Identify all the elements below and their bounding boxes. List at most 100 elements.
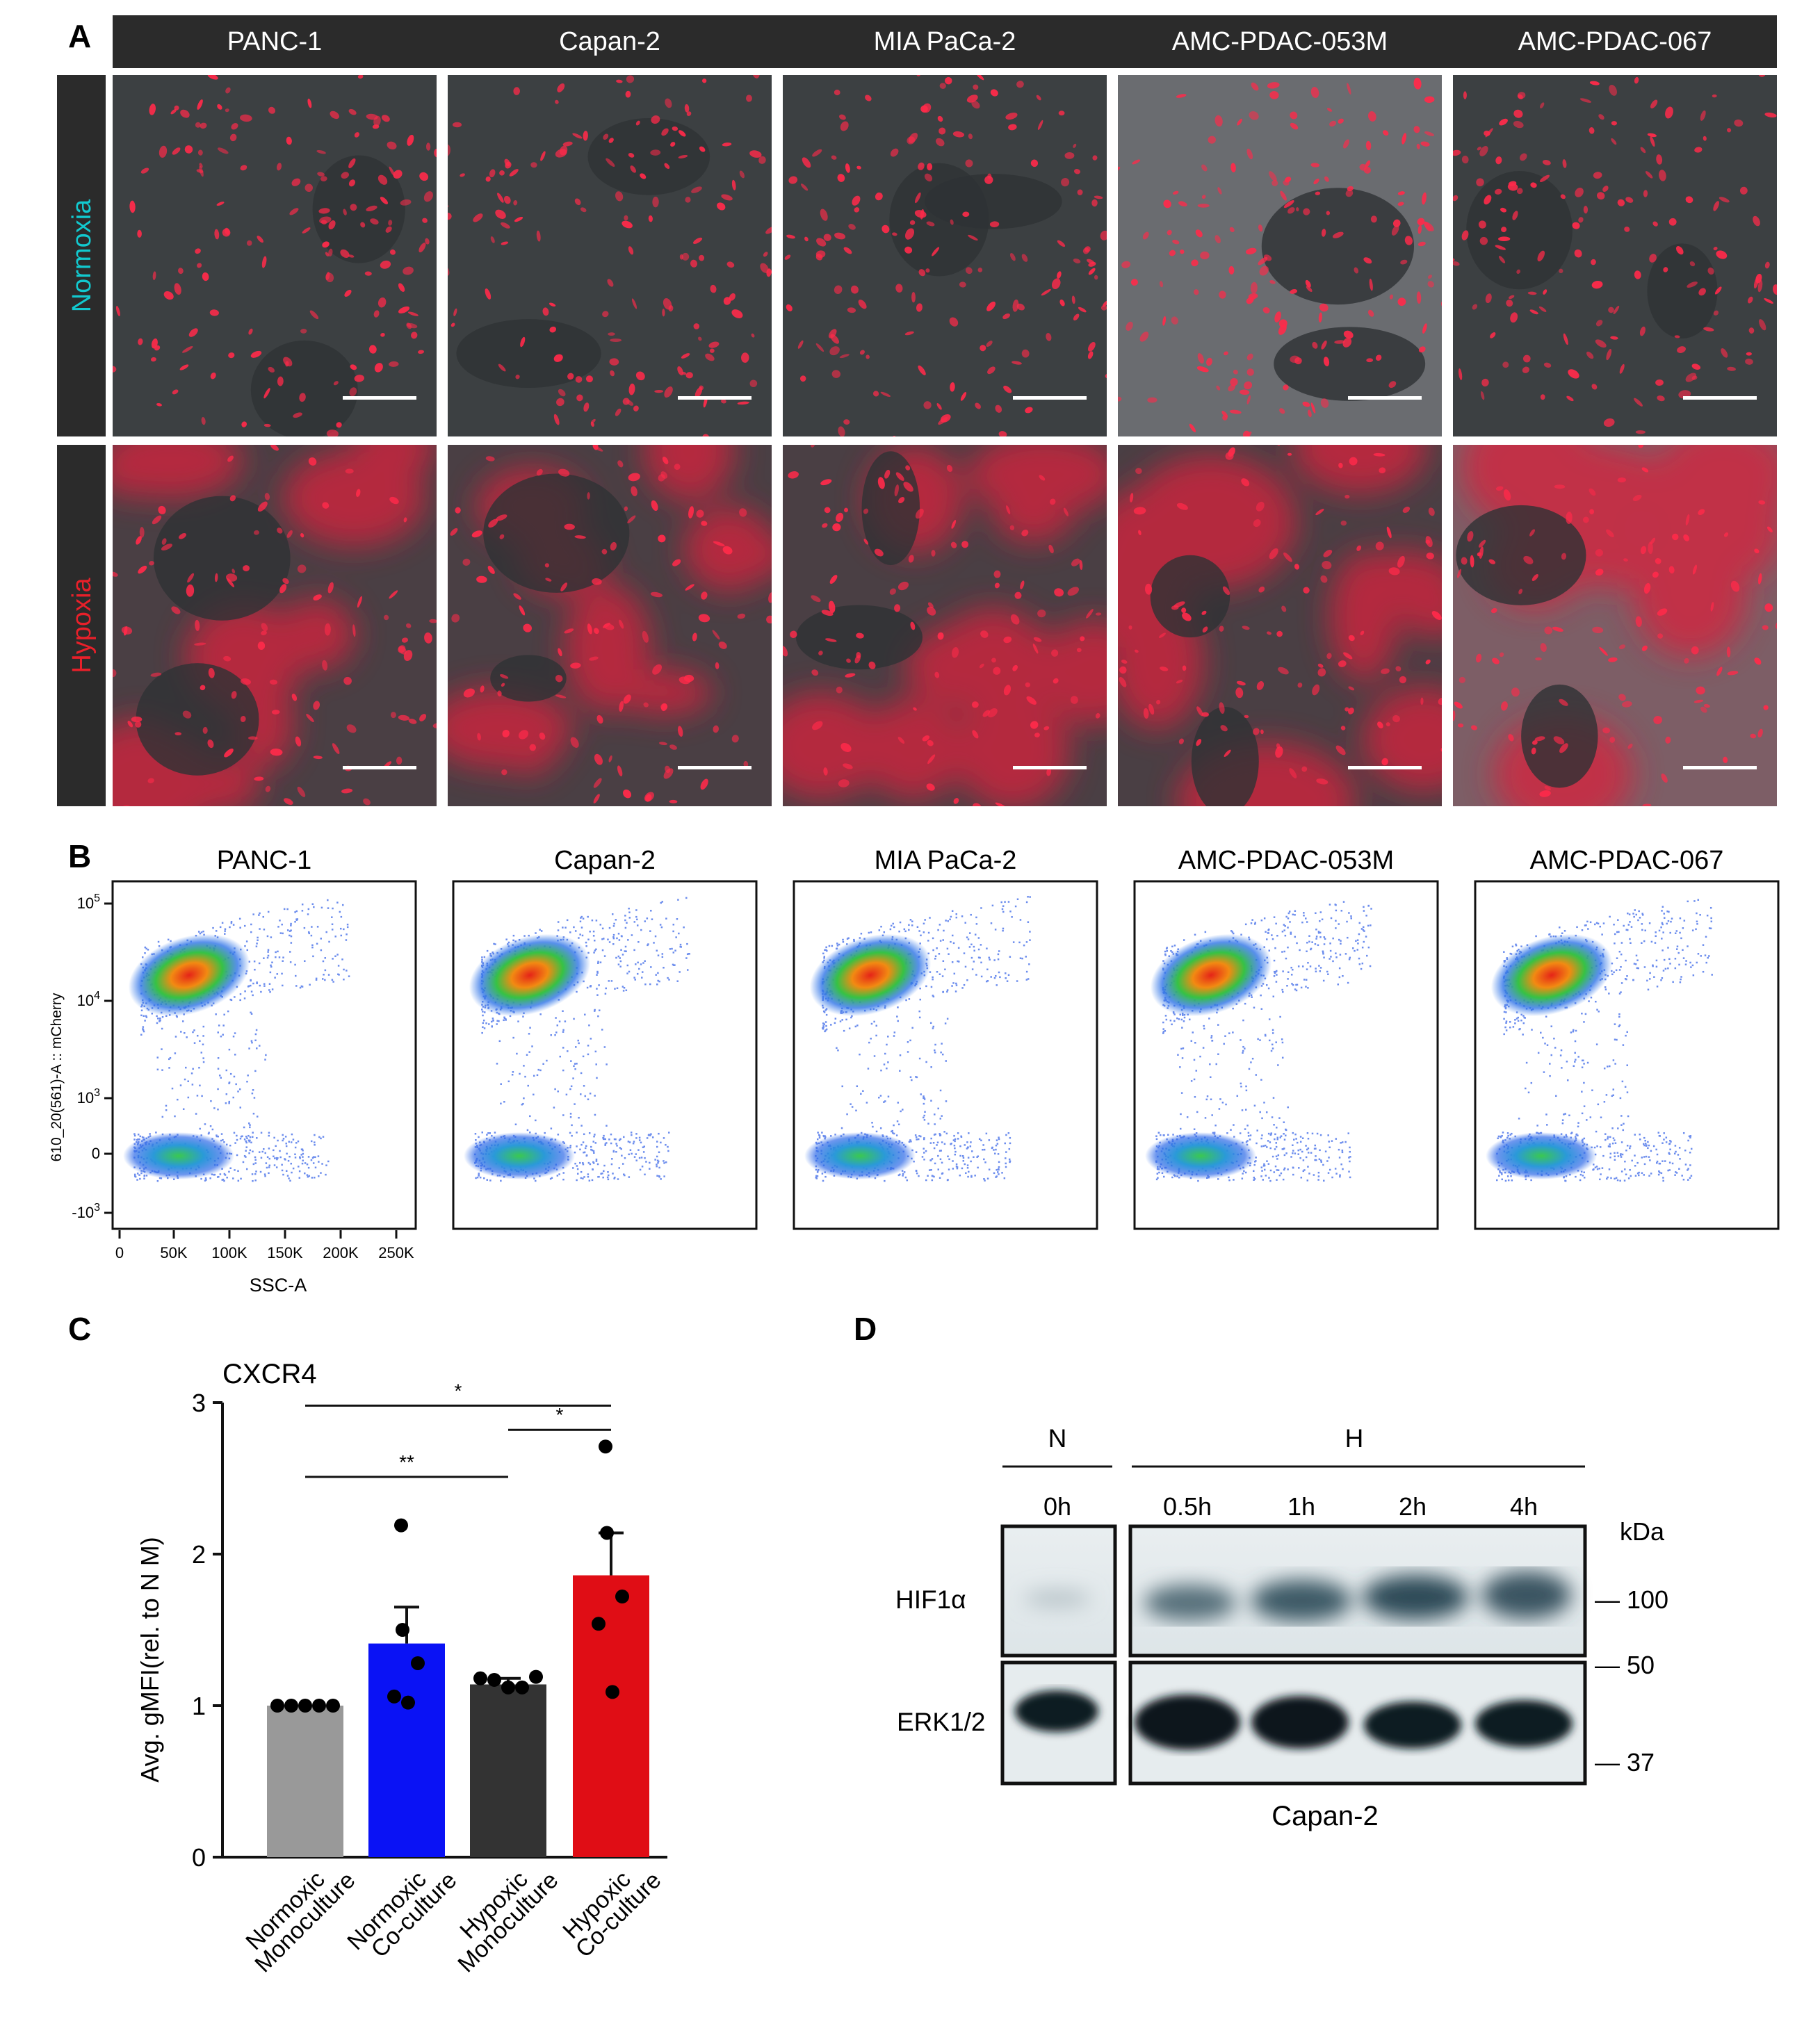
bar bbox=[267, 1706, 343, 1857]
panel-c: C CXCR4 Avg. gMFI(rel. to N M) 0 1 2 3 Normo… bbox=[68, 1311, 667, 1977]
blot-band bbox=[1251, 1580, 1351, 1622]
lane-label: 2h bbox=[1399, 1492, 1427, 1521]
x-tick-label: 250K bbox=[378, 1244, 414, 1261]
panel-c-letter: C bbox=[68, 1311, 91, 1347]
data-point bbox=[411, 1656, 425, 1670]
category-label: NormoxicMonoculture bbox=[234, 1852, 361, 1978]
blot-band bbox=[1135, 1695, 1240, 1750]
row-label: Normoxia bbox=[67, 199, 97, 312]
panel-d: D N H 0h 0.5h 1h 2h 4h kDa HIF1α ERK1/2 bbox=[854, 1311, 1668, 1831]
blot-band bbox=[1015, 1690, 1098, 1732]
micrograph-cell bbox=[1453, 75, 1777, 436]
data-point bbox=[606, 1685, 619, 1699]
blot-band bbox=[1482, 1571, 1571, 1619]
panel-a-letter: A bbox=[68, 18, 91, 54]
micrograph-cell bbox=[1453, 445, 1777, 806]
flow-plot bbox=[452, 880, 758, 1230]
x-tick-label: 200K bbox=[323, 1244, 359, 1261]
flow-plot-title: MIA PaCa-2 bbox=[875, 846, 1017, 875]
micrograph-cell bbox=[783, 75, 1107, 436]
flow-plot-title: Capan-2 bbox=[554, 846, 656, 875]
panel-b-xlabel: SSC-A bbox=[250, 1275, 307, 1296]
flow-plot-title: PANC-1 bbox=[217, 846, 312, 875]
data-point bbox=[387, 1689, 401, 1704]
scale-bar bbox=[1683, 396, 1757, 400]
significance-label: * bbox=[556, 1404, 564, 1426]
category-label: HypoxicMonoculture bbox=[437, 1852, 564, 1978]
chart-title: CXCR4 bbox=[222, 1359, 317, 1389]
micrograph-cell bbox=[113, 445, 437, 806]
flow-plot bbox=[1133, 880, 1439, 1230]
column-header-label: MIA PaCa-2 bbox=[874, 27, 1016, 56]
panel-b: B PANC-1 Capan-2 MIA PaCa-2 AMC-PDAC-053M AM… bbox=[49, 838, 1780, 1296]
scale-bar bbox=[678, 396, 751, 400]
panel-b-letter: B bbox=[68, 838, 91, 874]
column-header-label: AMC-PDAC-053M bbox=[1172, 27, 1388, 56]
data-point bbox=[312, 1699, 326, 1713]
data-point bbox=[501, 1680, 515, 1695]
row-label: Hypoxia bbox=[67, 577, 97, 673]
data-point bbox=[396, 1623, 409, 1637]
marker-label: — 37 bbox=[1595, 1748, 1655, 1777]
micrograph-cell bbox=[113, 75, 437, 436]
kda-label: kDa bbox=[1620, 1517, 1665, 1546]
flow-plot bbox=[793, 880, 1098, 1230]
scale-bar bbox=[678, 766, 751, 769]
data-point bbox=[615, 1590, 629, 1604]
blot-border bbox=[1128, 1660, 1587, 1786]
blot-border bbox=[1128, 1524, 1587, 1658]
blot-band bbox=[1251, 1696, 1349, 1749]
y-tick-label: 105 bbox=[77, 892, 100, 912]
panel-d-letter: D bbox=[854, 1311, 877, 1347]
marker-label: — 50 bbox=[1595, 1651, 1655, 1679]
micrograph-cell bbox=[1118, 75, 1442, 436]
category-label: NormoxicCo-culture bbox=[342, 1852, 462, 1971]
data-point bbox=[600, 1526, 614, 1540]
y-tick-label: 1 bbox=[192, 1692, 206, 1720]
scale-bar bbox=[343, 766, 416, 769]
scale-bar bbox=[1348, 396, 1422, 400]
x-tick-label: 50K bbox=[160, 1244, 187, 1261]
scale-bar bbox=[1013, 396, 1087, 400]
micrograph-cell bbox=[448, 75, 772, 436]
panel-b-ylabel: 610_20(561)-A :: mCherry bbox=[49, 993, 65, 1161]
chart-ylabel: Avg. gMFI(rel. to N M) bbox=[136, 1537, 164, 1782]
data-point bbox=[473, 1671, 487, 1685]
data-point bbox=[401, 1695, 415, 1710]
lane-label: 0.5h bbox=[1163, 1492, 1212, 1521]
data-point bbox=[298, 1699, 312, 1713]
y-tick-label: 103 bbox=[77, 1087, 100, 1107]
blot-band bbox=[1475, 1700, 1573, 1747]
micrograph-cell bbox=[1118, 445, 1442, 806]
row-label-bar bbox=[57, 445, 106, 806]
data-point bbox=[326, 1699, 340, 1713]
x-tick-label: 150K bbox=[267, 1244, 303, 1261]
lane-label: 0h bbox=[1043, 1492, 1071, 1521]
hif1a-blot bbox=[1000, 1524, 1587, 1658]
blot-border bbox=[1000, 1660, 1117, 1786]
group-n-label: N bbox=[1048, 1424, 1067, 1453]
blot-band bbox=[1363, 1575, 1468, 1619]
scale-bar bbox=[1013, 766, 1087, 769]
marker-label: — 100 bbox=[1595, 1585, 1668, 1614]
y-tick-label: 0 bbox=[192, 1843, 206, 1872]
blot-band bbox=[1024, 1590, 1091, 1607]
significance-label: * bbox=[455, 1380, 462, 1401]
data-point bbox=[394, 1518, 408, 1533]
y-tick-label: 3 bbox=[192, 1389, 206, 1417]
y-tick-label: 2 bbox=[192, 1540, 206, 1569]
flow-plot-title: AMC-PDAC-067 bbox=[1530, 846, 1724, 875]
scale-bar bbox=[1348, 766, 1422, 769]
column-header-label: AMC-PDAC-067 bbox=[1518, 27, 1712, 56]
data-point bbox=[270, 1699, 284, 1713]
x-tick-label: 100K bbox=[211, 1244, 247, 1261]
blot-border bbox=[1000, 1524, 1117, 1658]
micrograph-cell bbox=[448, 445, 772, 806]
panel-a-header-bar bbox=[113, 15, 1777, 68]
column-header-label: PANC-1 bbox=[227, 27, 323, 56]
y-tick-label: 104 bbox=[77, 990, 100, 1009]
lane-label: 1h bbox=[1287, 1492, 1315, 1521]
blot-row-label: ERK1/2 bbox=[897, 1708, 986, 1736]
panel-a: A PANC-1 Capan-2 MIA PaCa-2 AMC-PDAC-053M AM… bbox=[57, 15, 1777, 806]
bar bbox=[470, 1684, 546, 1857]
